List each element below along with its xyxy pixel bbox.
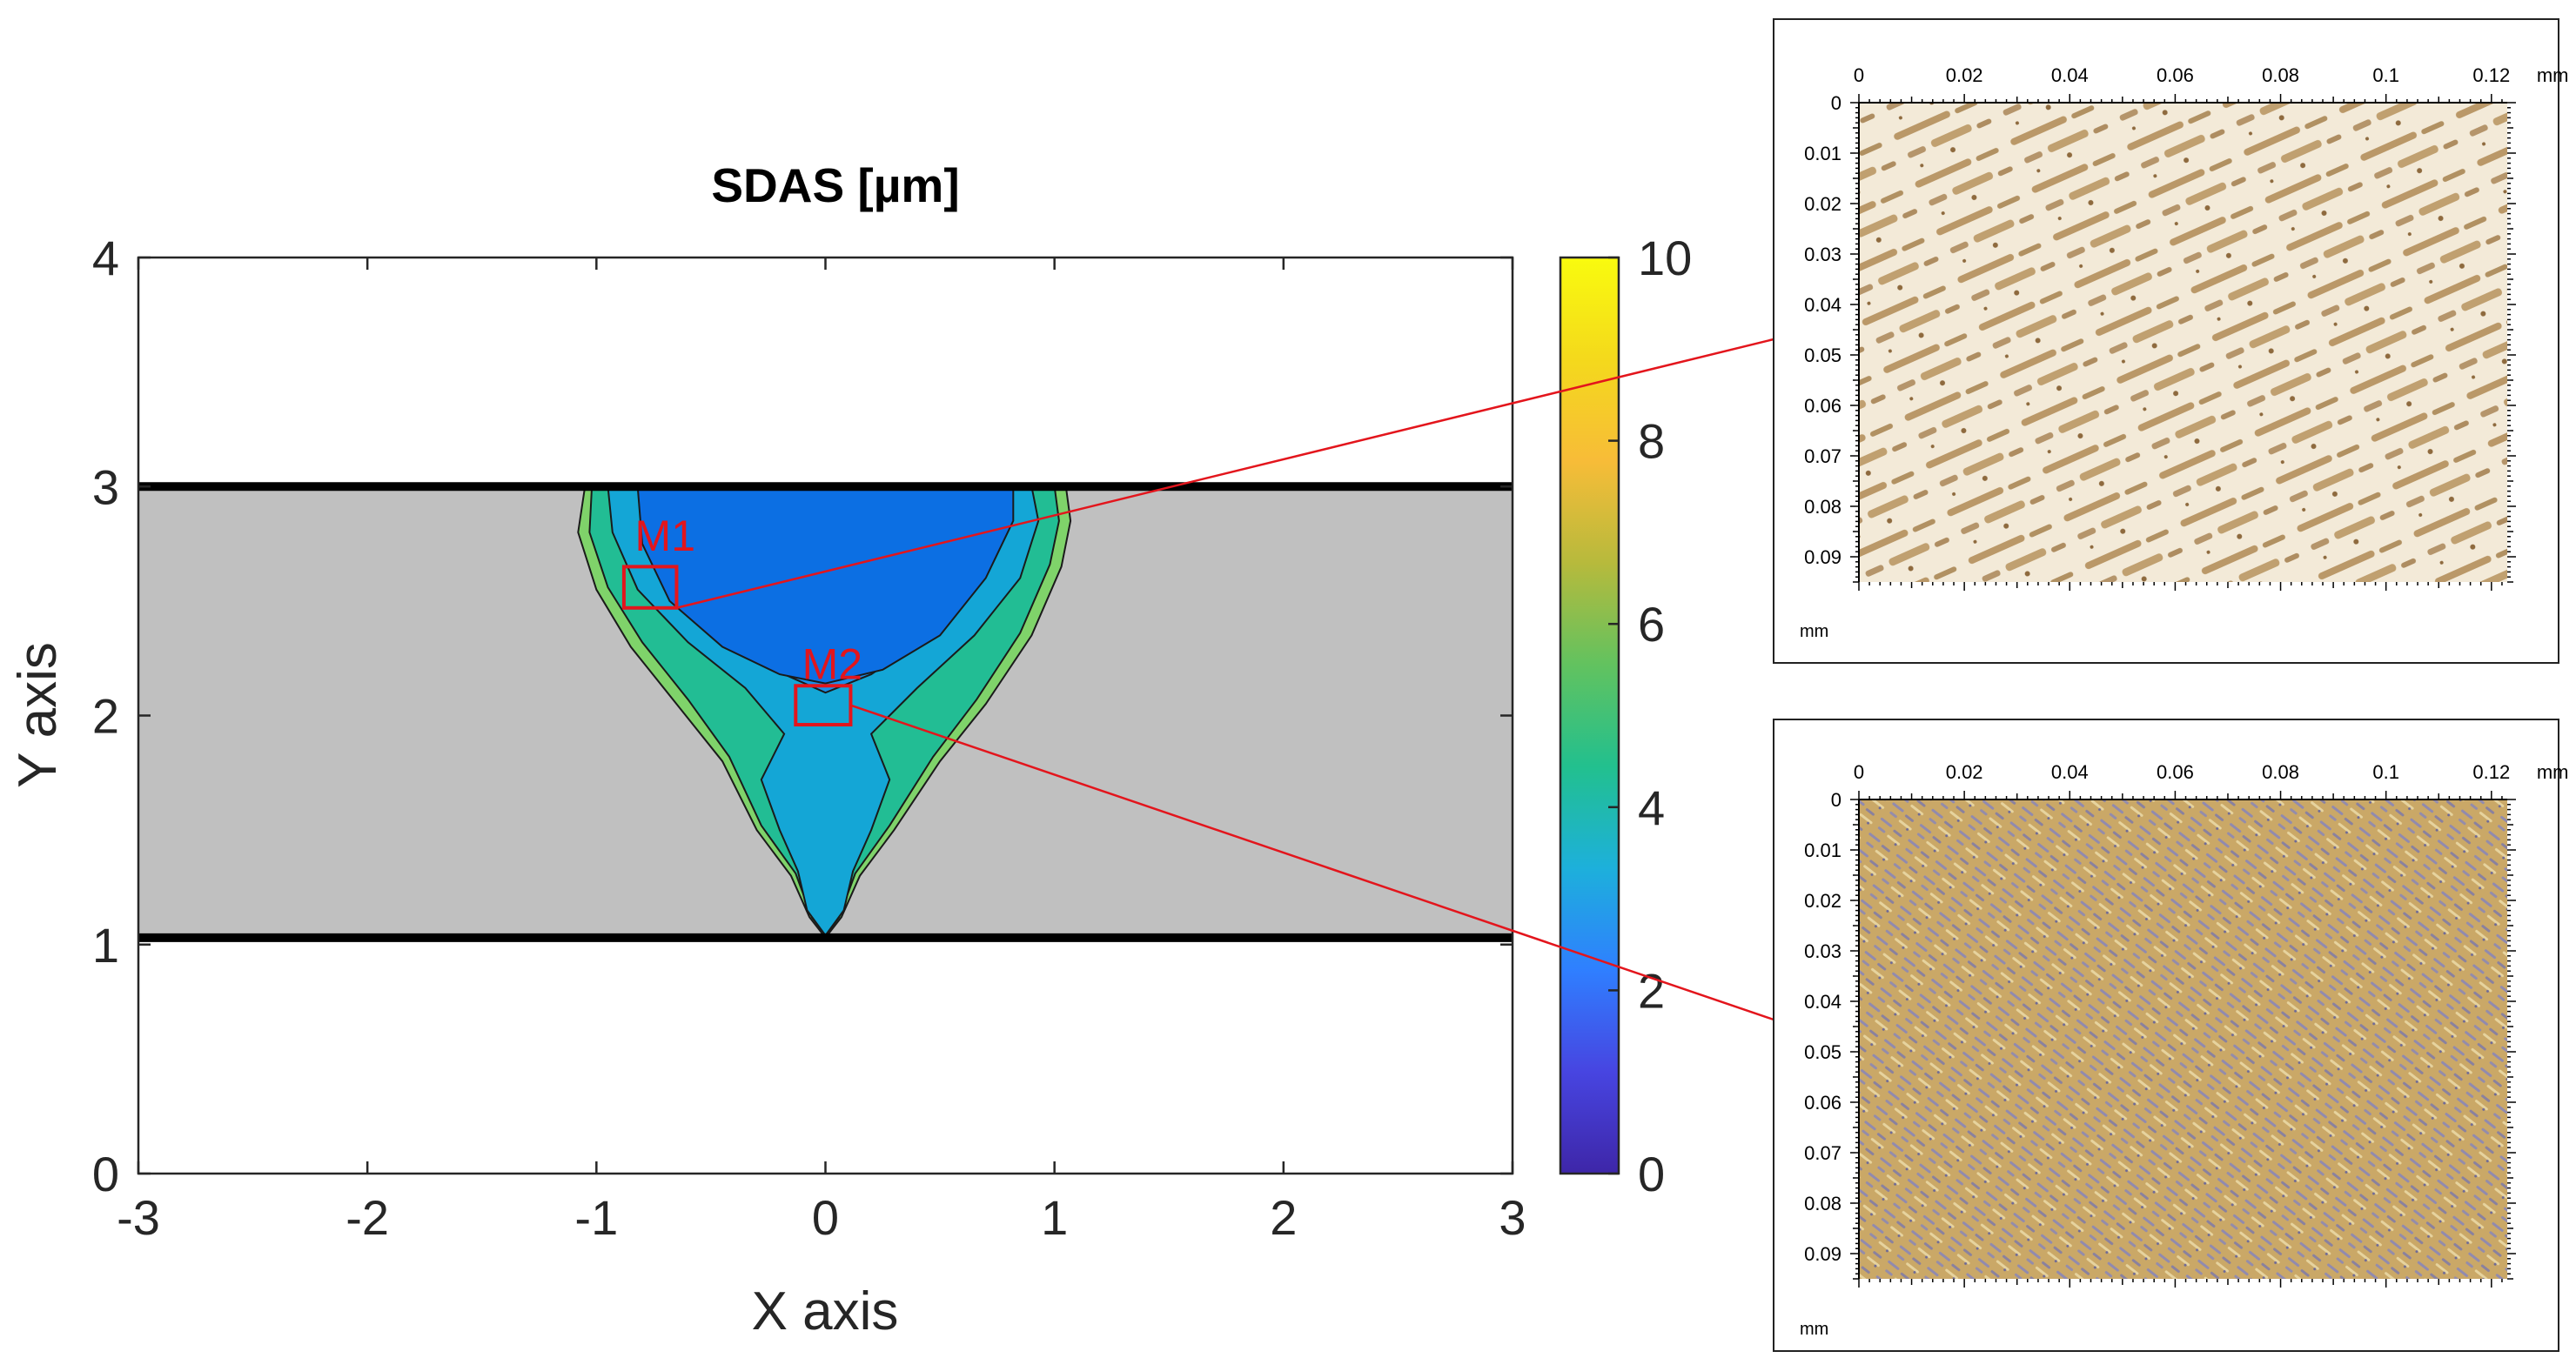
plot-area: M1 M2 bbox=[137, 256, 1514, 1175]
y-tick-label: 4 bbox=[92, 231, 119, 285]
micrograph-m2-axes: 0 0.02 0.04 0.06 0.08 0.1 0.12 mm 0 0.01 0.02 0.03 0… bbox=[1800, 761, 2568, 1339]
micrograph-m2: 0 0.02 0.04 0.06 0.08 0.1 0.12 mm 0 0.01 0.02 0.03 0… bbox=[1773, 719, 2568, 1352]
micro-x-unit: mm bbox=[2537, 761, 2569, 783]
micro-x-tick-label: 0.1 bbox=[2372, 761, 2399, 783]
annotation-boxes: M1 M2 bbox=[621, 512, 862, 727]
micro-y-tick-label: 0.09 bbox=[1804, 1243, 1841, 1265]
micro-y-tick-label: 0.04 bbox=[1804, 991, 1841, 1013]
y-axis-label: Y axis bbox=[8, 642, 68, 788]
micro-y-tick-label: 0.08 bbox=[1804, 1193, 1841, 1214]
micro-x-tick-label: 0.08 bbox=[2262, 761, 2299, 783]
annotation-box-m1 bbox=[621, 565, 679, 610]
micro-y-tick-label: 0.01 bbox=[1804, 143, 1841, 164]
micro-x-tick-label: 0.1 bbox=[2372, 64, 2399, 86]
micro-x-tick-label: 0.08 bbox=[2262, 64, 2299, 86]
micro-y-tick-label: 0.06 bbox=[1804, 395, 1841, 417]
micro-x-tick-label: 0.02 bbox=[1946, 761, 1983, 783]
annotation-label-m1: M1 bbox=[635, 512, 695, 560]
micrograph-m1-image bbox=[1859, 103, 2507, 582]
y-tick-label: 1 bbox=[92, 918, 119, 973]
x-tick-label: -1 bbox=[574, 1190, 618, 1245]
micro-x-tick-label: 0.04 bbox=[2051, 761, 2089, 783]
colorbar-tick-label: 4 bbox=[1638, 780, 1665, 835]
micrograph-m1-axes: 0 0.02 0.04 0.06 0.08 0.1 0.12 mm 0 0.01 0.02 0.03 0… bbox=[1800, 64, 2568, 641]
micro-y-tick-label: 0.06 bbox=[1804, 1092, 1841, 1114]
micro-x-tick-label: 0 bbox=[1854, 64, 1864, 86]
contour-level-5 bbox=[636, 485, 1015, 685]
micrograph-m1: 0 0.02 0.04 0.06 0.08 0.1 0.12 mm 0 0.01 0.02 0.03 0… bbox=[1773, 18, 2568, 664]
micro-y-tick-label: 0.07 bbox=[1804, 445, 1841, 467]
colorbar-tick-label: 10 bbox=[1638, 231, 1692, 285]
colorbar-gradient bbox=[1559, 256, 1620, 1175]
micro-x-tick-label: 0.04 bbox=[2051, 64, 2089, 86]
micro-y-tick-label: 0.07 bbox=[1804, 1142, 1841, 1164]
micro-y-tick-label: 0.01 bbox=[1804, 840, 1841, 861]
x-tick-label: -3 bbox=[117, 1190, 160, 1245]
y-tick-label: 2 bbox=[92, 689, 119, 744]
micro-x-tick-label: 0 bbox=[1854, 761, 1864, 783]
micro-y-tick-label: 0.02 bbox=[1804, 193, 1841, 215]
colorbar: 0 2 4 6 8 10 bbox=[1559, 231, 1692, 1201]
micro-x-tick-label: 0.12 bbox=[2472, 64, 2510, 86]
x-tick-label: 0 bbox=[812, 1190, 839, 1245]
y-tick-label: 3 bbox=[92, 459, 119, 514]
colorbar-tick-label: 2 bbox=[1638, 963, 1665, 1018]
micro-y-tick-label: 0.04 bbox=[1804, 294, 1841, 316]
connector-m1 bbox=[676, 338, 1774, 609]
micro-y-tick-label: 0 bbox=[1831, 92, 1841, 114]
micro-y-tick-label: 0.08 bbox=[1804, 496, 1841, 518]
connector-m2 bbox=[850, 704, 1774, 1021]
micro-y-tick-label: 0.03 bbox=[1804, 940, 1841, 962]
micro-x-tick-label: 0.06 bbox=[2157, 761, 2194, 783]
x-tick-label: 3 bbox=[1499, 1190, 1526, 1245]
micrograph-m2-image bbox=[1859, 799, 2507, 1279]
micro-x-tick-label: 0.12 bbox=[2472, 761, 2510, 783]
x-axis-label: X axis bbox=[752, 1281, 899, 1341]
micro-y-tick-label: 0.03 bbox=[1804, 244, 1841, 265]
x-tick-label: -2 bbox=[345, 1190, 389, 1245]
annotation-label-m2: M2 bbox=[802, 639, 862, 688]
chart-title: SDAS [µm] bbox=[711, 158, 959, 212]
colorbar-tick-label: 8 bbox=[1638, 414, 1665, 469]
y-axis-ticks: 0 1 2 3 4 bbox=[92, 231, 1513, 1201]
micro-y-unit: mm bbox=[1800, 622, 1828, 641]
micro-y-unit: mm bbox=[1800, 1320, 1828, 1339]
fusion-zone-contours bbox=[577, 485, 1072, 940]
micro-x-tick-label: 0.06 bbox=[2157, 64, 2194, 86]
x-tick-label: 1 bbox=[1041, 1190, 1068, 1245]
micro-y-tick-label: 0.05 bbox=[1804, 345, 1841, 366]
micro-y-tick-label: 0.09 bbox=[1804, 546, 1841, 568]
x-tick-label: 2 bbox=[1270, 1190, 1297, 1245]
y-tick-label: 0 bbox=[92, 1147, 119, 1201]
micro-x-unit: mm bbox=[2537, 64, 2569, 86]
colorbar-tick-label: 0 bbox=[1638, 1147, 1665, 1201]
micro-y-tick-label: 0 bbox=[1831, 789, 1841, 811]
colorbar-ticks: 0 2 4 6 8 10 bbox=[1608, 231, 1692, 1201]
micro-y-tick-label: 0.05 bbox=[1804, 1041, 1841, 1063]
x-axis-ticks: -3 -2 -1 0 1 2 3 bbox=[117, 258, 1526, 1245]
micro-y-tick-label: 0.02 bbox=[1804, 890, 1841, 912]
colorbar-tick-label: 6 bbox=[1638, 597, 1665, 652]
connector-lines bbox=[676, 338, 1774, 1021]
micro-x-tick-label: 0.02 bbox=[1946, 64, 1983, 86]
